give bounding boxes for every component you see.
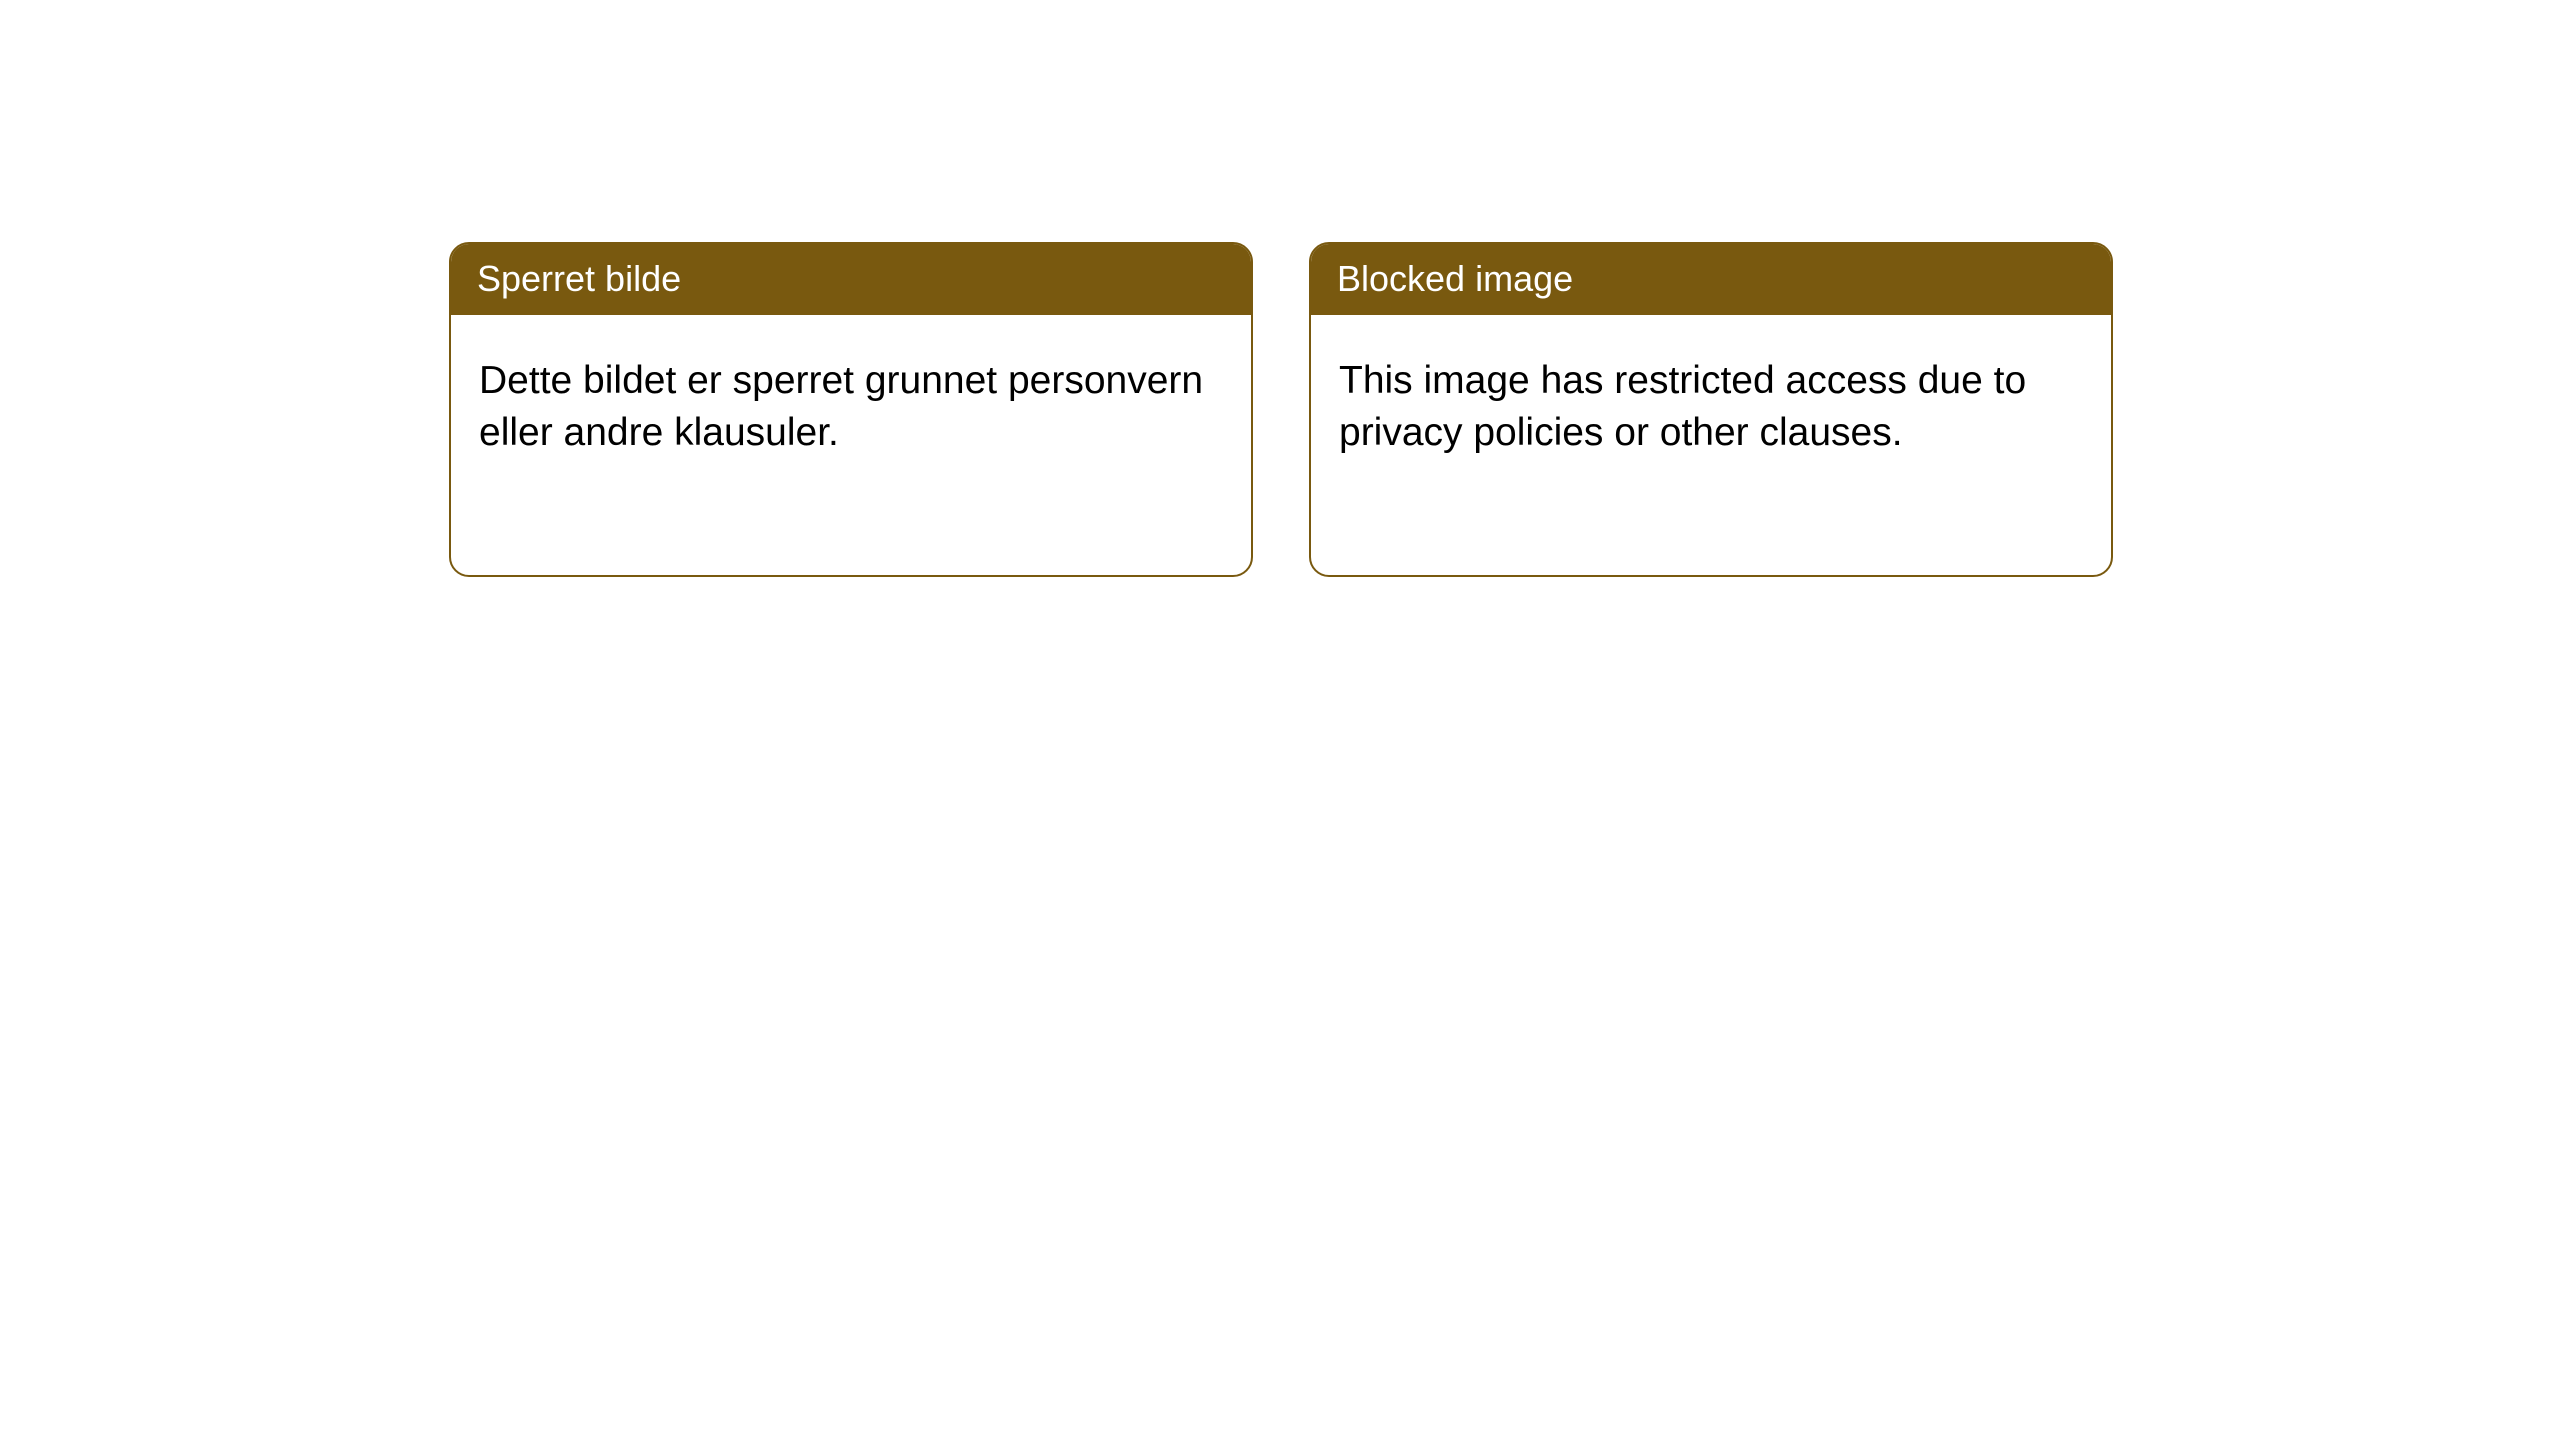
notice-card-title: Blocked image [1311,244,2111,315]
notice-card-body: This image has restricted access due to … [1311,315,2111,500]
notice-card-title: Sperret bilde [451,244,1251,315]
notice-card-english: Blocked image This image has restricted … [1309,242,2113,577]
notice-card-norwegian: Sperret bilde Dette bildet er sperret gr… [449,242,1253,577]
notice-card-body: Dette bildet er sperret grunnet personve… [451,315,1251,500]
notice-container: Sperret bilde Dette bildet er sperret gr… [0,0,2560,577]
